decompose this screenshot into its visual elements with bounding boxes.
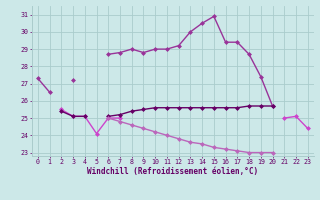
X-axis label: Windchill (Refroidissement éolien,°C): Windchill (Refroidissement éolien,°C) [87, 167, 258, 176]
